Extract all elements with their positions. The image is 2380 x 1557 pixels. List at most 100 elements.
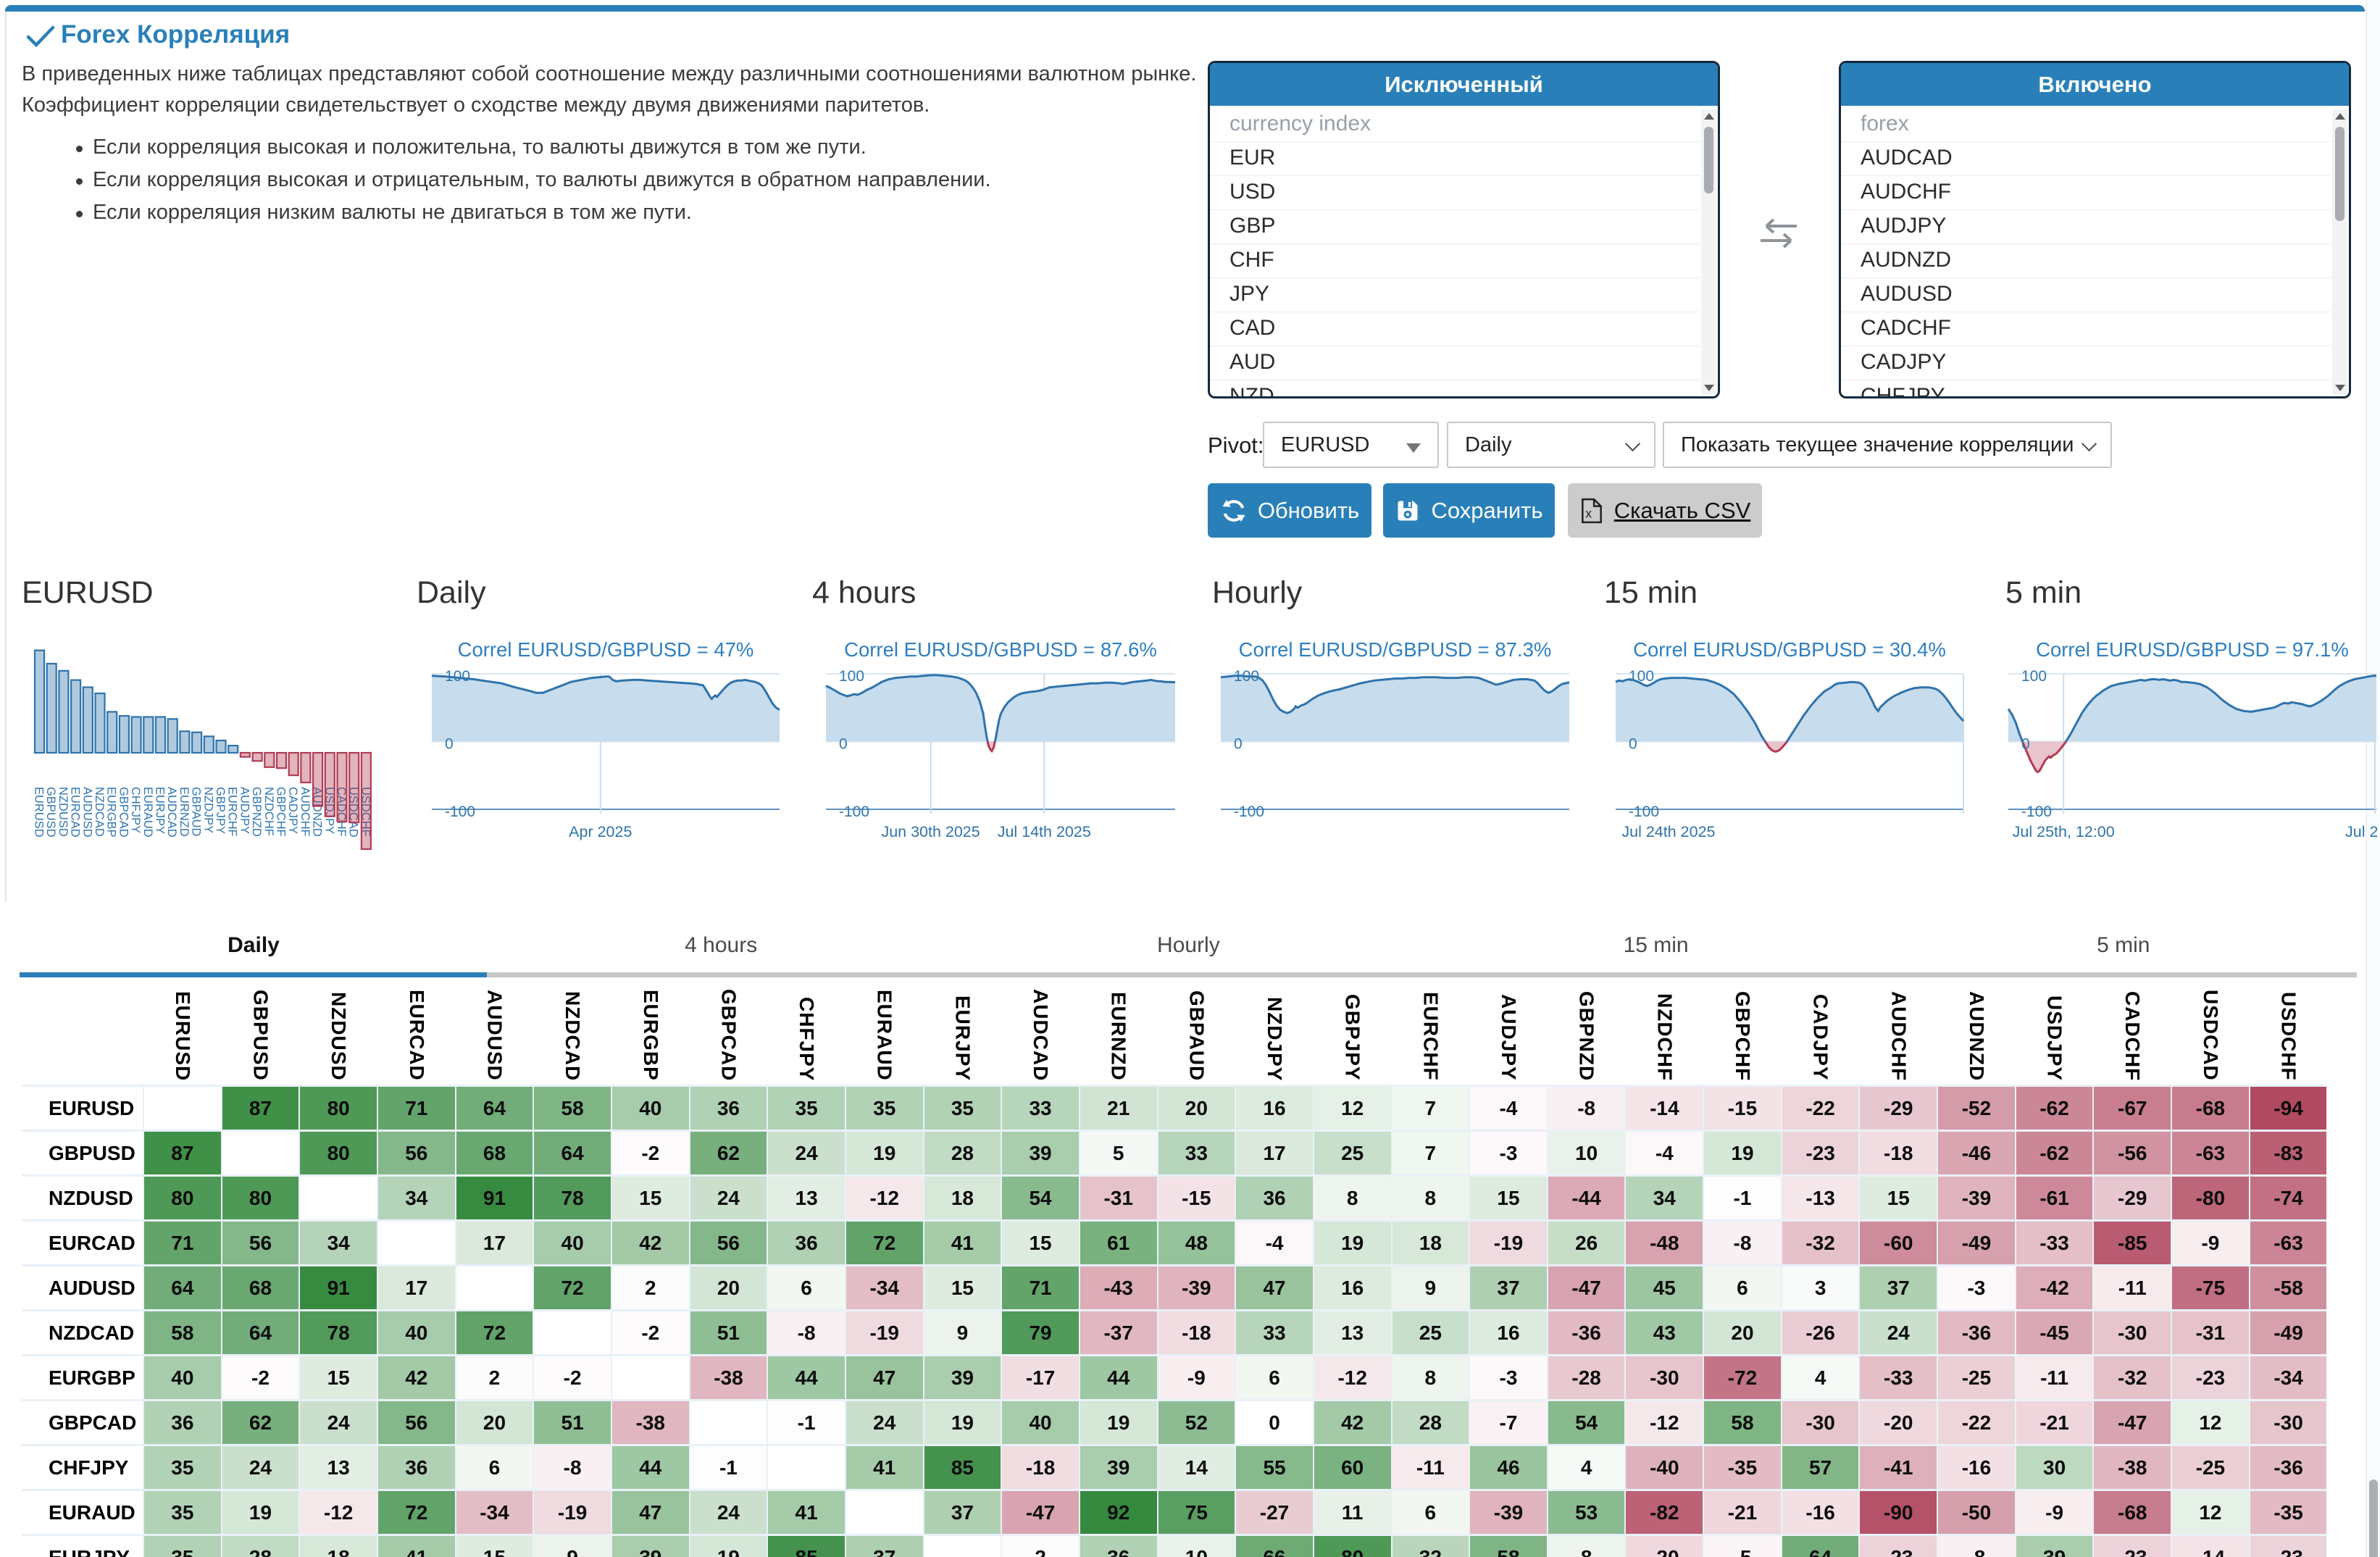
matrix-cell[interactable]: -41 [1860,1446,1937,1489]
matrix-cell[interactable] [768,1446,845,1489]
matrix-cell[interactable]: 18 [300,1536,377,1557]
matrix-cell[interactable]: 10 [1158,1536,1235,1557]
matrix-cell[interactable]: -30 [1782,1401,1859,1444]
matrix-cell[interactable]: 15 [1002,1222,1079,1264]
matrix-cell[interactable]: 43 [1626,1311,1703,1354]
matrix-cell[interactable]: -14 [1626,1087,1703,1130]
list-item[interactable]: CADCHF [1841,312,2331,346]
matrix-cell[interactable]: 87 [144,1132,221,1174]
matrix-cell[interactable]: 36 [1080,1536,1157,1557]
page-scrollbar-thumb[interactable] [2369,1479,2378,1557]
matrix-cell[interactable]: 71 [1002,1266,1079,1309]
matrix-cell[interactable]: -49 [1938,1222,2015,1264]
matrix-cell[interactable]: -72 [1704,1356,1781,1399]
matrix-cell[interactable]: -22 [1782,1087,1859,1130]
matrix-cell[interactable]: 35 [144,1446,221,1489]
matrix-cell[interactable]: 91 [300,1266,377,1309]
matrix-cell[interactable] [377,1222,455,1264]
matrix-cell[interactable]: 25 [1314,1132,1391,1174]
timeframe-select[interactable]: Daily [1447,422,1655,468]
matrix-cell[interactable]: 41 [924,1222,1001,1264]
matrix-cell[interactable]: -19 [1470,1222,1547,1264]
matrix-cell[interactable]: 20 [690,1266,767,1309]
matrix-cell[interactable]: 12 [1314,1087,1391,1130]
matrix-cell[interactable]: -38 [690,1356,767,1399]
matrix-cell[interactable]: 39 [2016,1536,2093,1557]
matrix-cell[interactable]: 33 [1002,1087,1079,1130]
matrix-cell[interactable]: -27 [1236,1491,1313,1534]
matrix-cell[interactable]: 54 [1002,1177,1079,1219]
matrix-cell[interactable]: -33 [1860,1356,1937,1399]
matrix-cell[interactable]: 8 [1392,1356,1469,1399]
matrix-cell[interactable]: -13 [1782,1177,1859,1219]
matrix-cell[interactable]: 12 [2172,1491,2249,1534]
matrix-cell[interactable]: 19 [924,1401,1001,1444]
matrix-cell[interactable]: 17 [456,1222,533,1264]
excluded-scrollbar[interactable] [1701,109,1716,395]
matrix-cell[interactable]: -38 [2094,1446,2171,1489]
matrix-cell[interactable]: -8 [1704,1222,1781,1264]
matrix-cell[interactable]: -43 [1080,1266,1157,1309]
matrix-cell[interactable]: 15 [1470,1177,1547,1219]
matrix-cell[interactable]: -90 [1860,1491,1937,1534]
matrix-cell[interactable]: 2 [611,1266,689,1309]
refresh-button[interactable]: Обновить [1208,483,1371,538]
matrix-cell[interactable]: 36 [690,1087,767,1130]
matrix-cell[interactable]: -23 [2250,1536,2327,1557]
list-item[interactable]: NZD [1210,380,1700,396]
matrix-cell[interactable]: 56 [377,1401,455,1444]
matrix-cell[interactable]: -68 [2172,1087,2249,1130]
matrix-cell[interactable]: -32 [1782,1222,1859,1264]
matrix-cell[interactable]: 28 [1392,1401,1469,1444]
matrix-cell[interactable]: 28 [924,1132,1001,1174]
matrix-cell[interactable]: -46 [1938,1132,2015,1174]
matrix-cell[interactable]: 6 [1704,1266,1781,1309]
matrix-cell[interactable]: -85 [2094,1222,2171,1264]
matrix-cell[interactable]: -56 [2094,1132,2171,1174]
matrix-cell[interactable]: 7 [1392,1132,1469,1174]
matrix-cell[interactable]: 17 [377,1266,455,1309]
matrix-cell[interactable] [611,1356,689,1399]
matrix-cell[interactable]: 80 [222,1177,299,1219]
matrix-cell[interactable]: -5 [1704,1536,1781,1557]
matrix-cell[interactable]: -34 [456,1491,533,1534]
matrix-cell[interactable]: 30 [2016,1446,2093,1489]
matrix-cell[interactable]: -62 [2016,1087,2093,1130]
matrix-cell[interactable]: -74 [2250,1177,2327,1219]
matrix-cell[interactable]: -3 [1470,1356,1547,1399]
matrix-cell[interactable]: 9 [1392,1266,1469,1309]
matrix-cell[interactable]: -23 [1782,1132,1859,1174]
matrix-cell[interactable]: -16 [1938,1446,2015,1489]
matrix-cell[interactable]: 40 [534,1222,611,1264]
matrix-cell[interactable]: -9 [2172,1222,2249,1264]
matrix-cell[interactable]: 54 [1548,1401,1625,1444]
matrix-cell[interactable]: -16 [1782,1491,1859,1534]
matrix-cell[interactable]: 85 [768,1536,845,1557]
matrix-cell[interactable]: 64 [1782,1536,1859,1557]
matrix-cell[interactable]: 2 [1002,1536,1079,1557]
matrix-cell[interactable]: 64 [534,1132,611,1174]
matrix-cell[interactable]: -36 [1938,1311,2015,1354]
matrix-cell[interactable]: 15 [1860,1177,1937,1219]
matrix-cell[interactable]: 10 [1548,1132,1625,1174]
matrix-cell[interactable]: 35 [144,1491,221,1534]
matrix-cell[interactable]: -50 [1938,1491,2015,1534]
pivot-select[interactable]: EURUSD [1263,422,1439,468]
matrix-cell[interactable]: 19 [845,1132,923,1174]
matrix-cell[interactable]: -68 [2094,1491,2171,1534]
matrix-cell[interactable]: -14 [2172,1536,2249,1557]
matrix-cell[interactable]: 19 [690,1536,767,1557]
matrix-cell[interactable]: -33 [2016,1222,2093,1264]
matrix-cell[interactable]: 3 [1782,1266,1859,1309]
list-item[interactable]: GBP [1210,210,1700,244]
matrix-cell[interactable]: 78 [534,1177,611,1219]
tab-4-hours[interactable]: 4 hours [685,933,758,957]
matrix-cell[interactable]: -42 [2016,1266,2093,1309]
matrix-cell[interactable]: -12 [300,1491,377,1534]
matrix-cell[interactable]: 12 [2172,1401,2249,1444]
matrix-cell[interactable]: 13 [300,1446,377,1489]
matrix-cell[interactable]: 68 [456,1132,533,1174]
matrix-cell[interactable]: 48 [1158,1222,1235,1264]
matrix-cell[interactable]: -3 [1470,1132,1547,1174]
matrix-cell[interactable]: -37 [1080,1311,1157,1354]
